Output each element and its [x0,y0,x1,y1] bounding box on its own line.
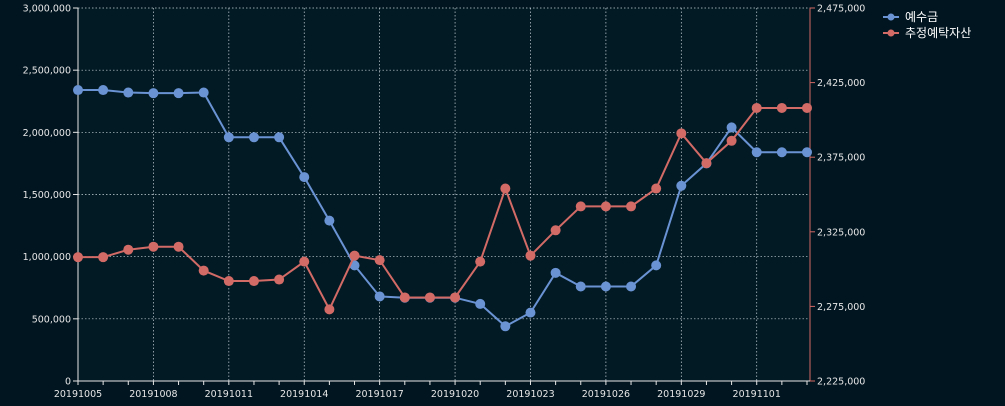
series-line [78,106,807,312]
data-point[interactable] [274,274,285,285]
data-point[interactable] [299,256,310,267]
data-point[interactable] [223,132,234,143]
data-point[interactable] [475,256,486,267]
data-point[interactable] [98,85,109,96]
data-point[interactable] [751,147,762,158]
data-point[interactable] [274,132,285,143]
data-point[interactable] [676,180,687,191]
data-point[interactable] [299,172,310,183]
data-point[interactable] [248,132,259,143]
data-point[interactable] [626,201,637,212]
x-tick-label: 20191020 [431,389,479,400]
x-tick-label: 20191005 [54,389,102,400]
data-point[interactable] [525,307,536,318]
y-left-tick-label: 500,000 [32,314,71,325]
data-point[interactable] [525,250,536,261]
data-point[interactable] [600,281,611,292]
data-point[interactable] [198,265,209,276]
data-point[interactable] [198,87,209,98]
legend-item-1[interactable]: 추정예탁자산 [883,26,971,40]
x-tick-label: 20191017 [355,389,403,400]
x-tick-label: 20191023 [506,389,554,400]
data-point[interactable] [751,102,762,113]
y-left-tick-label: 1,000,000 [23,252,71,263]
legend-label: 추정예탁자산 [905,26,971,40]
data-point[interactable] [776,102,787,113]
legend-label: 예수금 [905,10,938,24]
data-point[interactable] [424,292,435,303]
data-point[interactable] [475,298,486,309]
series-1 [73,102,812,315]
data-point[interactable] [550,225,561,236]
legend-item-0[interactable]: 예수금 [883,10,938,24]
data-point[interactable] [123,244,134,255]
data-point[interactable] [500,321,511,332]
data-point[interactable] [500,183,511,194]
data-point[interactable] [600,201,611,212]
data-point[interactable] [550,267,561,278]
series-layer [73,85,812,332]
data-point[interactable] [73,252,83,263]
x-tick-label: 20191101 [733,389,781,400]
data-point[interactable] [223,276,234,287]
y-right-tick-label: 2,225,000 [817,377,865,388]
data-point[interactable] [98,252,109,263]
data-point[interactable] [726,135,737,146]
data-point[interactable] [776,147,787,158]
data-point[interactable] [399,292,410,303]
data-point[interactable] [676,128,687,139]
y-left-tick-label: 3,000,000 [23,4,71,15]
data-point[interactable] [248,276,259,287]
y-right-tick-label: 2,475,000 [817,4,865,15]
x-tick-label: 20191029 [657,389,705,400]
data-point[interactable] [374,255,385,266]
legend-marker [887,29,895,37]
y-right-tick-label: 2,325,000 [817,227,865,238]
data-point[interactable] [374,291,385,302]
y-left-tick-label: 1,500,000 [23,190,71,201]
data-point[interactable] [349,250,360,261]
data-point[interactable] [651,260,662,271]
data-point[interactable] [651,183,662,194]
data-point[interactable] [450,292,461,303]
x-tick-label: 20191014 [280,389,328,400]
y-right-tick-label: 2,375,000 [817,153,865,164]
data-point[interactable] [73,85,83,96]
x-tick-label: 20191008 [129,389,177,400]
data-point[interactable] [802,102,812,113]
x-tick-label: 20191026 [582,389,630,400]
x-tick-label: 20191011 [205,389,253,400]
data-point[interactable] [148,88,159,99]
data-point[interactable] [123,87,134,98]
data-point[interactable] [701,158,712,169]
data-point[interactable] [626,281,637,292]
data-point[interactable] [802,147,812,158]
axes: 0 500,000 1,000,000 1,500,000 2,000,000 2,500… [23,4,866,401]
y-right-tick-label: 2,425,000 [817,78,865,89]
y-left-tick-label: 2,000,000 [23,128,71,139]
data-point[interactable] [575,281,586,292]
y-left-tick-label: 2,500,000 [23,66,71,77]
data-point[interactable] [148,241,159,252]
legend-marker [887,13,895,21]
data-point[interactable] [726,122,737,133]
data-point[interactable] [324,304,335,315]
y-right-tick-label: 2,275,000 [817,302,865,313]
data-point[interactable] [324,215,335,226]
data-point[interactable] [575,201,586,212]
data-point[interactable] [173,88,184,99]
data-point[interactable] [173,241,184,252]
y-left-tick-label: 0 [65,377,71,388]
